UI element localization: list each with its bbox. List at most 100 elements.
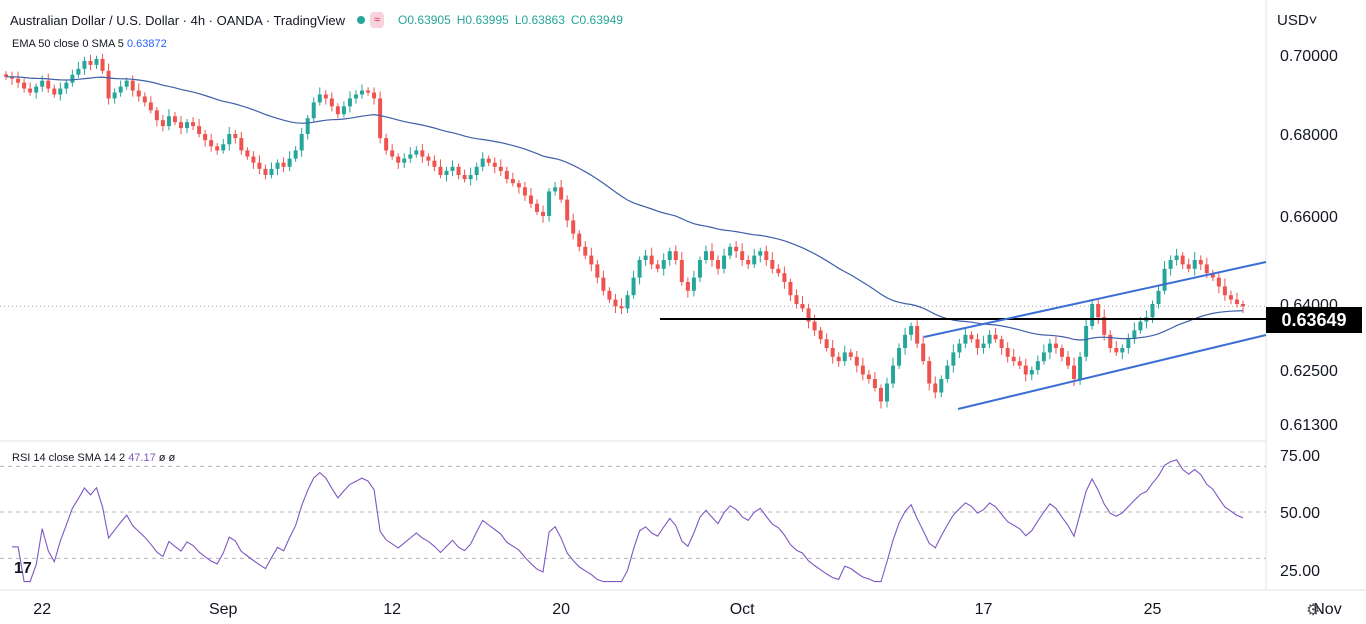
symbol-header: Australian Dollar / U.S. Dollar · 4h · O… [10,10,623,30]
candle-body [1041,352,1046,362]
candle-body [1156,290,1161,304]
candle-body [1072,365,1077,379]
candle-body [860,365,865,375]
candle-body [770,260,775,269]
candle-body [1204,264,1209,274]
candle-body [329,98,334,107]
candle-body [142,96,147,103]
candle-body [1005,348,1010,357]
candle-body [420,150,425,157]
candle-body [323,94,328,99]
candle-body [293,150,298,159]
candle-body [251,156,256,163]
low-value: L0.63863 [514,13,565,27]
candle-body [311,102,316,119]
tradingview-logo-icon: 17 [14,560,32,577]
candle-body [794,295,799,304]
candle-body [372,92,377,99]
candle-body [384,138,389,151]
candle-body [305,118,310,134]
candle-body [571,220,576,234]
candle-body [655,264,660,269]
candle-body [1192,260,1197,269]
candle-body [993,334,998,340]
candle-body [209,140,214,147]
candle-body [921,343,926,362]
candle-body [740,251,745,260]
candle-body [269,168,274,175]
market-open-dot-icon [357,16,365,24]
candle-body [1138,321,1143,331]
candle-body [1017,361,1022,366]
candle-body [492,162,497,167]
candle-body [1084,326,1089,357]
candle-body [625,295,630,309]
candle-body [1162,268,1167,291]
candle-body [468,175,473,180]
candle-body [444,170,449,175]
currency-label: USD [1277,12,1309,29]
candle-body [1047,343,1052,353]
candle-body [553,187,558,192]
price-tick-label: 0.70000 [1280,48,1338,65]
candle-body [734,246,739,252]
rsi-legend[interactable]: RSI 14 close SMA 14 2 47.17 ø ø [12,452,175,464]
candle-body [40,80,45,87]
high-value: H0.63995 [456,13,509,27]
candle-body [106,70,111,99]
candle-body [836,356,841,362]
candle-body [999,339,1004,348]
candle-body [897,348,902,366]
candle-body [317,94,322,103]
ohlc-values: O0.63905 H0.63995 L0.63863 C0.63949 [398,13,623,27]
price-badge [1266,307,1362,333]
candle-body [746,260,751,265]
candle-body [788,282,793,296]
candle-body [637,260,642,278]
candle-body [957,343,962,353]
status-indicators[interactable]: ≈ [357,12,385,28]
chevron-down-icon: ˅ [1308,12,1318,29]
candle-body [1210,273,1215,278]
ema-line [5,76,1244,341]
candle-body [1053,343,1058,348]
rsi-line [12,459,1244,583]
candle-body [82,60,87,69]
candle-body [673,251,678,260]
currency-dropdown[interactable]: USD˅ [1277,12,1317,29]
candle-body [88,60,93,65]
ema-legend[interactable]: EMA 50 close 0 SMA 5 0.63872 [12,38,167,50]
candle-body [963,334,968,344]
candle-body [22,82,27,89]
candle-body [1222,286,1227,296]
candle-body [1126,339,1131,348]
candle-body [124,80,129,87]
rsi-tick-label: 25.00 [1280,563,1320,580]
candle-body [1180,255,1185,265]
price-tick-label: 0.61300 [1280,417,1338,434]
candle-body [191,122,196,127]
candle-body [197,126,202,134]
candle-body [233,134,238,139]
candle-body [347,98,352,107]
candle-body [281,162,286,167]
candle-body [631,277,636,296]
candle-body [402,158,407,163]
candle-body [257,162,262,169]
candle-body [909,326,914,335]
candle-body [275,162,280,169]
candle-body [854,356,859,366]
candle-body [426,156,431,161]
candle-body [1234,299,1239,304]
candle-body [1114,348,1119,353]
candle-body [456,166,461,175]
candle-body [903,334,908,348]
candle-body [28,88,33,93]
time-tick-label: Oct [730,601,755,618]
gear-icon[interactable]: ⚙ [1306,602,1321,619]
candle-body [716,260,721,269]
candle-body [987,334,992,344]
wave-icon[interactable]: ≈ [370,12,385,28]
